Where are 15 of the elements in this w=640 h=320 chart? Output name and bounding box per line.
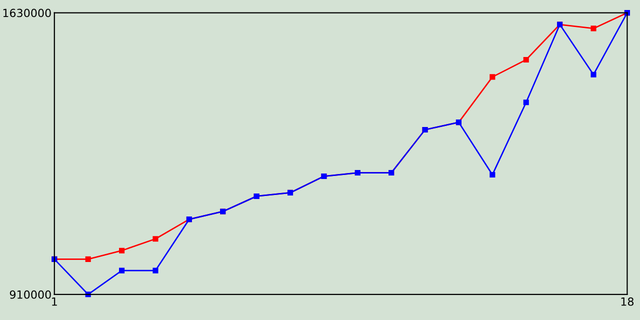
point	[590, 26, 596, 32]
point	[119, 248, 125, 254]
point	[590, 72, 596, 78]
x-tick-label: 18	[621, 297, 634, 306]
point	[152, 236, 158, 242]
x-tick-label: 1	[52, 298, 57, 306]
point	[85, 256, 91, 262]
y-tick-label: 910000	[10, 290, 51, 299]
point	[523, 100, 529, 106]
point	[119, 268, 125, 274]
y-tick-label: 1630000	[3, 8, 51, 18]
point	[523, 56, 529, 63]
point	[152, 268, 158, 274]
point	[490, 74, 496, 80]
point	[490, 172, 496, 178]
